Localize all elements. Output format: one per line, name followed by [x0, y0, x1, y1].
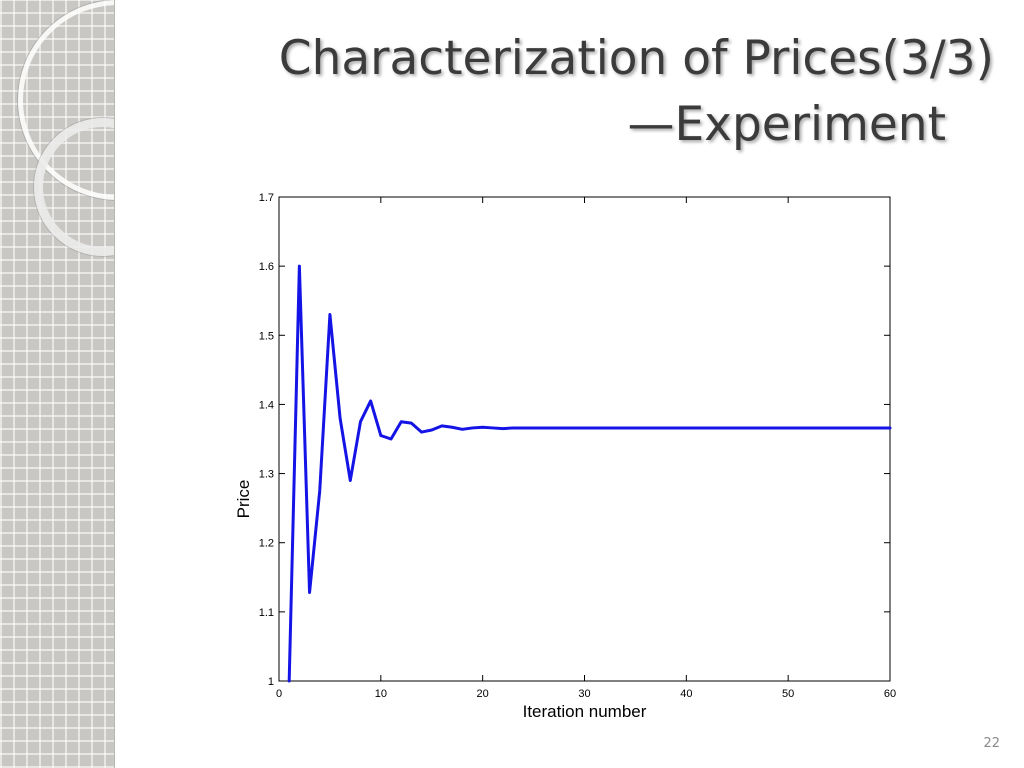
x-tick-label: 40 — [680, 688, 692, 700]
x-tick-label: 10 — [375, 688, 387, 700]
y-axis-label: Price — [234, 480, 253, 519]
x-tick-label: 60 — [884, 688, 896, 700]
x-axis: 0 10 20 30 40 50 60 — [276, 197, 896, 700]
y-tick-label: 1.4 — [259, 399, 274, 411]
price-series-line — [287, 264, 892, 683]
y-tick-label: 1.1 — [259, 607, 274, 619]
y-tick-label: 1 — [268, 676, 274, 688]
slide-title: Characterization of Prices(3/3) —Experim… — [130, 26, 994, 158]
x-tick-label: 30 — [578, 688, 590, 700]
page-number: 22 — [983, 736, 1000, 751]
decorative-sidebar — [0, 0, 115, 768]
y-tick-label: 1.3 — [259, 469, 274, 481]
x-tick-label: 50 — [782, 688, 794, 700]
plot-area — [278, 196, 891, 682]
y-tick-label: 1.6 — [259, 261, 274, 273]
slide-title-line-2: —Experiment — [627, 97, 946, 152]
price-chart: 0 10 20 30 40 50 60 1 1.1 1.2 1.3 1.4 1.5 1.6 1.7 Ite… — [226, 180, 916, 730]
chart-svg: 0 10 20 30 40 50 60 1 1.1 1.2 1.3 1.4 1.5 1.6 1.7 Ite… — [234, 192, 896, 721]
y-tick-label: 1.5 — [259, 330, 274, 342]
x-axis-label: Iteration number — [523, 702, 647, 721]
x-tick-label: 20 — [477, 688, 489, 700]
y-axis: 1 1.1 1.2 1.3 1.4 1.5 1.6 1.7 — [259, 192, 890, 688]
y-tick-label: 1.2 — [259, 538, 274, 550]
slide-title-line-1: Characterization of Prices(3/3) — [278, 31, 994, 86]
y-tick-label: 1.7 — [259, 192, 274, 204]
x-tick-label: 0 — [276, 688, 282, 700]
